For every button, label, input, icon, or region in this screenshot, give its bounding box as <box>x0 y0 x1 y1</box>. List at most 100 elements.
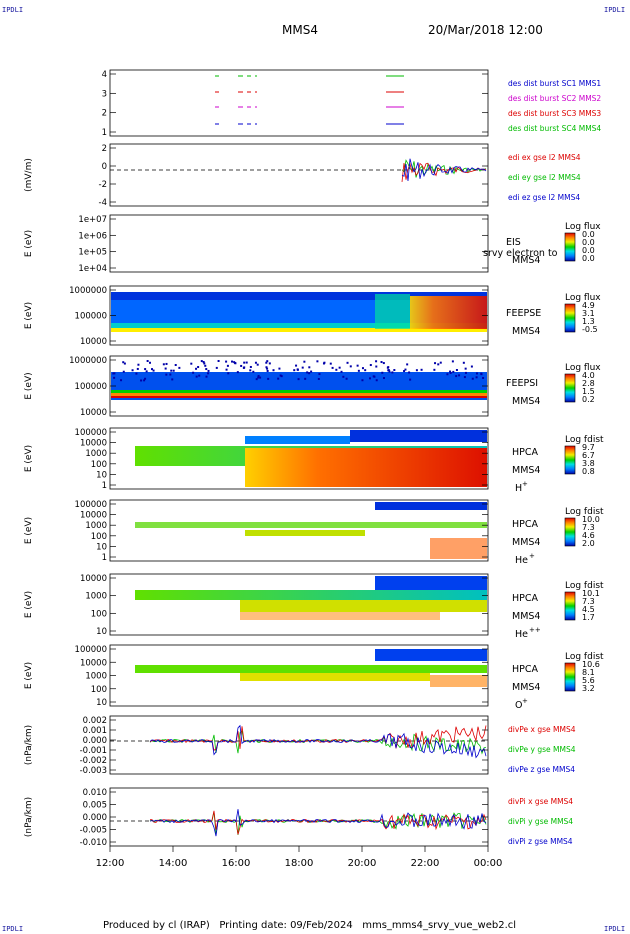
spectrogram-speckle <box>204 364 207 367</box>
spectrogram-speckle <box>259 376 262 379</box>
legend-entry: des dist burst SC2 MMS2 <box>508 94 601 103</box>
panel-spacecraft-label: MMS4 <box>512 465 540 476</box>
spectrogram-speckle <box>192 371 195 374</box>
y-tick-label: -0.002 <box>80 756 107 766</box>
y-tick-label: 10000 <box>80 511 107 521</box>
legend-entry: divPi x gse MMS4 <box>508 797 573 806</box>
spectrogram-speckle <box>242 366 245 369</box>
spectrogram-speckle <box>361 367 364 370</box>
spectrogram-speckle <box>266 360 269 363</box>
corner-label-top-right: IPDLI <box>604 6 626 14</box>
y-axis-label: (mV/m) <box>24 158 34 192</box>
spectrogram-speckle <box>227 372 230 375</box>
species-label: H <box>515 483 522 494</box>
spectrogram-speckle <box>380 361 383 364</box>
spectrogram-speckle <box>120 379 123 382</box>
y-tick-label: 3 <box>102 89 107 99</box>
species-label: O <box>515 700 522 711</box>
colorbar-tick-label: 4.9 <box>582 301 595 310</box>
spectrogram-active-region <box>410 296 487 329</box>
colorbar-tick-label: 3.8 <box>582 459 595 468</box>
spectrogram-speckle <box>345 377 348 380</box>
series-line <box>401 158 487 182</box>
y-tick-label: 0.000 <box>83 736 107 746</box>
colorbar-tick-label: 7.3 <box>582 597 595 606</box>
spectrogram-band <box>111 396 487 398</box>
spectrogram-speckle <box>356 364 359 367</box>
spectrogram-band <box>111 390 487 393</box>
y-tick-label: 1e+04 <box>78 264 107 274</box>
colorbar-tick-label: -0.5 <box>582 325 598 334</box>
series-line <box>401 159 487 178</box>
legend-entry: des dist burst SC1 MMS1 <box>508 79 601 88</box>
spectrogram-band <box>245 436 350 444</box>
spectrogram-speckle <box>234 362 237 365</box>
spectrogram-speckle <box>449 370 452 373</box>
spectrogram-speckle <box>143 379 146 382</box>
spectrogram-speckle <box>316 360 319 363</box>
y-tick-label: 1 <box>102 481 107 491</box>
x-tick-label: 14:00 <box>159 858 188 869</box>
spectrogram-speckle <box>372 375 375 378</box>
spectrogram-speckle <box>322 362 325 365</box>
spectrogram-speckle <box>266 367 269 370</box>
spectrogram-speckle <box>137 363 140 366</box>
y-axis-label: E (eV) <box>24 230 34 257</box>
spectrogram-speckle <box>295 364 298 367</box>
colorbar-title: Log fdist <box>565 652 604 662</box>
panel-instrument-label: HPCA <box>512 519 539 530</box>
y-tick-label: 2 <box>102 144 107 154</box>
y-axis-label: E (eV) <box>24 591 34 618</box>
spectrogram-fill <box>135 665 487 673</box>
panel-spacecraft-label: MMS4 <box>512 255 540 266</box>
legend-entry: divPe z gse MMS4 <box>508 765 575 774</box>
spectrogram-speckle <box>140 379 143 382</box>
colorbar <box>564 445 576 475</box>
spectrogram-speckle <box>195 367 198 370</box>
spectrogram-speckle <box>225 360 228 363</box>
colorbar-tick-label: 4.0 <box>582 371 595 380</box>
series-line <box>149 725 487 751</box>
spectrogram-speckle <box>113 376 116 379</box>
legend-entry: divPi y gse MMS4 <box>508 817 573 826</box>
y-tick-label: 100000 <box>75 382 107 392</box>
spectrogram-band <box>111 328 487 332</box>
spectrogram-speckle <box>301 366 304 369</box>
spectrogram-speckle <box>252 370 255 373</box>
spectrogram-speckle <box>226 364 229 367</box>
panel-instrument-label: EIS <box>506 237 521 248</box>
y-axis-label: E (eV) <box>24 517 34 544</box>
x-tick-label: 22:00 <box>411 858 440 869</box>
spectrogram-low-energy <box>430 675 487 687</box>
panel-frame <box>109 69 489 137</box>
spectrogram-speckle <box>393 369 396 372</box>
colorbar-tick-label: 0.8 <box>582 467 595 476</box>
spectrogram-speckle <box>406 363 409 366</box>
panel-hpca_o: E (eV) 100000 10000 1000 100 10 HPCA MMS4 O + Log … <box>24 644 604 711</box>
spectrogram-speckle <box>236 371 239 374</box>
y-tick-label: 1000 <box>85 672 107 682</box>
x-tick-label: 18:00 <box>285 858 314 869</box>
series-line <box>149 809 487 837</box>
spectrogram-high-energy <box>375 576 487 590</box>
spectrogram-speckle <box>190 362 193 365</box>
spectrogram-speckle <box>306 371 309 374</box>
colorbar <box>564 232 576 262</box>
spectrogram-speckle <box>165 362 168 365</box>
panel-feepse: E (eV) 1000000 100000 10000 FEEPSE MMS4 Log fl… <box>24 285 601 347</box>
spectrogram-speckle <box>409 378 412 381</box>
y-tick-label: 1000 <box>85 592 107 602</box>
spectrogram-speckle <box>480 373 483 376</box>
legend-entry: edi ex gse l2 MMS4 <box>508 153 581 162</box>
x-tick-label: 20:00 <box>348 858 377 869</box>
spectrogram-speckle <box>255 378 258 381</box>
spectrogram-speckle <box>169 373 172 376</box>
spectrogram-speckle <box>369 364 372 367</box>
panel-instrument-label: FEEPSI <box>506 378 538 389</box>
spectrogram-speckle <box>439 361 442 364</box>
spectrogram-speckle <box>335 368 338 371</box>
spectrogram-speckle <box>293 369 296 372</box>
spectrogram-speckle <box>170 369 173 372</box>
panel-instrument-label: HPCA <box>512 447 539 458</box>
mission-title: MMS4 <box>282 23 318 37</box>
